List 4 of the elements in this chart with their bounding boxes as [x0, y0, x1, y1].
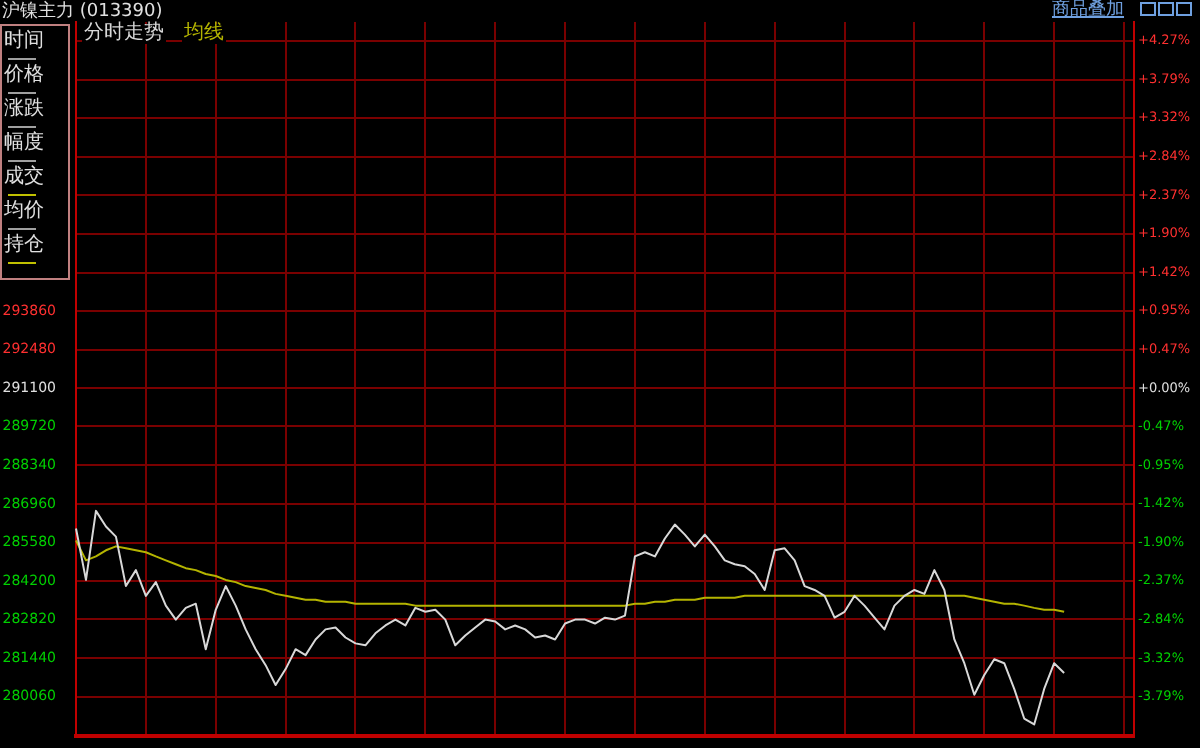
- text: 均线: [182, 22, 226, 44]
- chart-title: 沪镍主力 (013390): [2, 0, 163, 22]
- info-panel: 时间 价格 涨跌 幅度 成交 均价 持仓: [0, 24, 70, 280]
- text: 分时走势: [82, 22, 166, 44]
